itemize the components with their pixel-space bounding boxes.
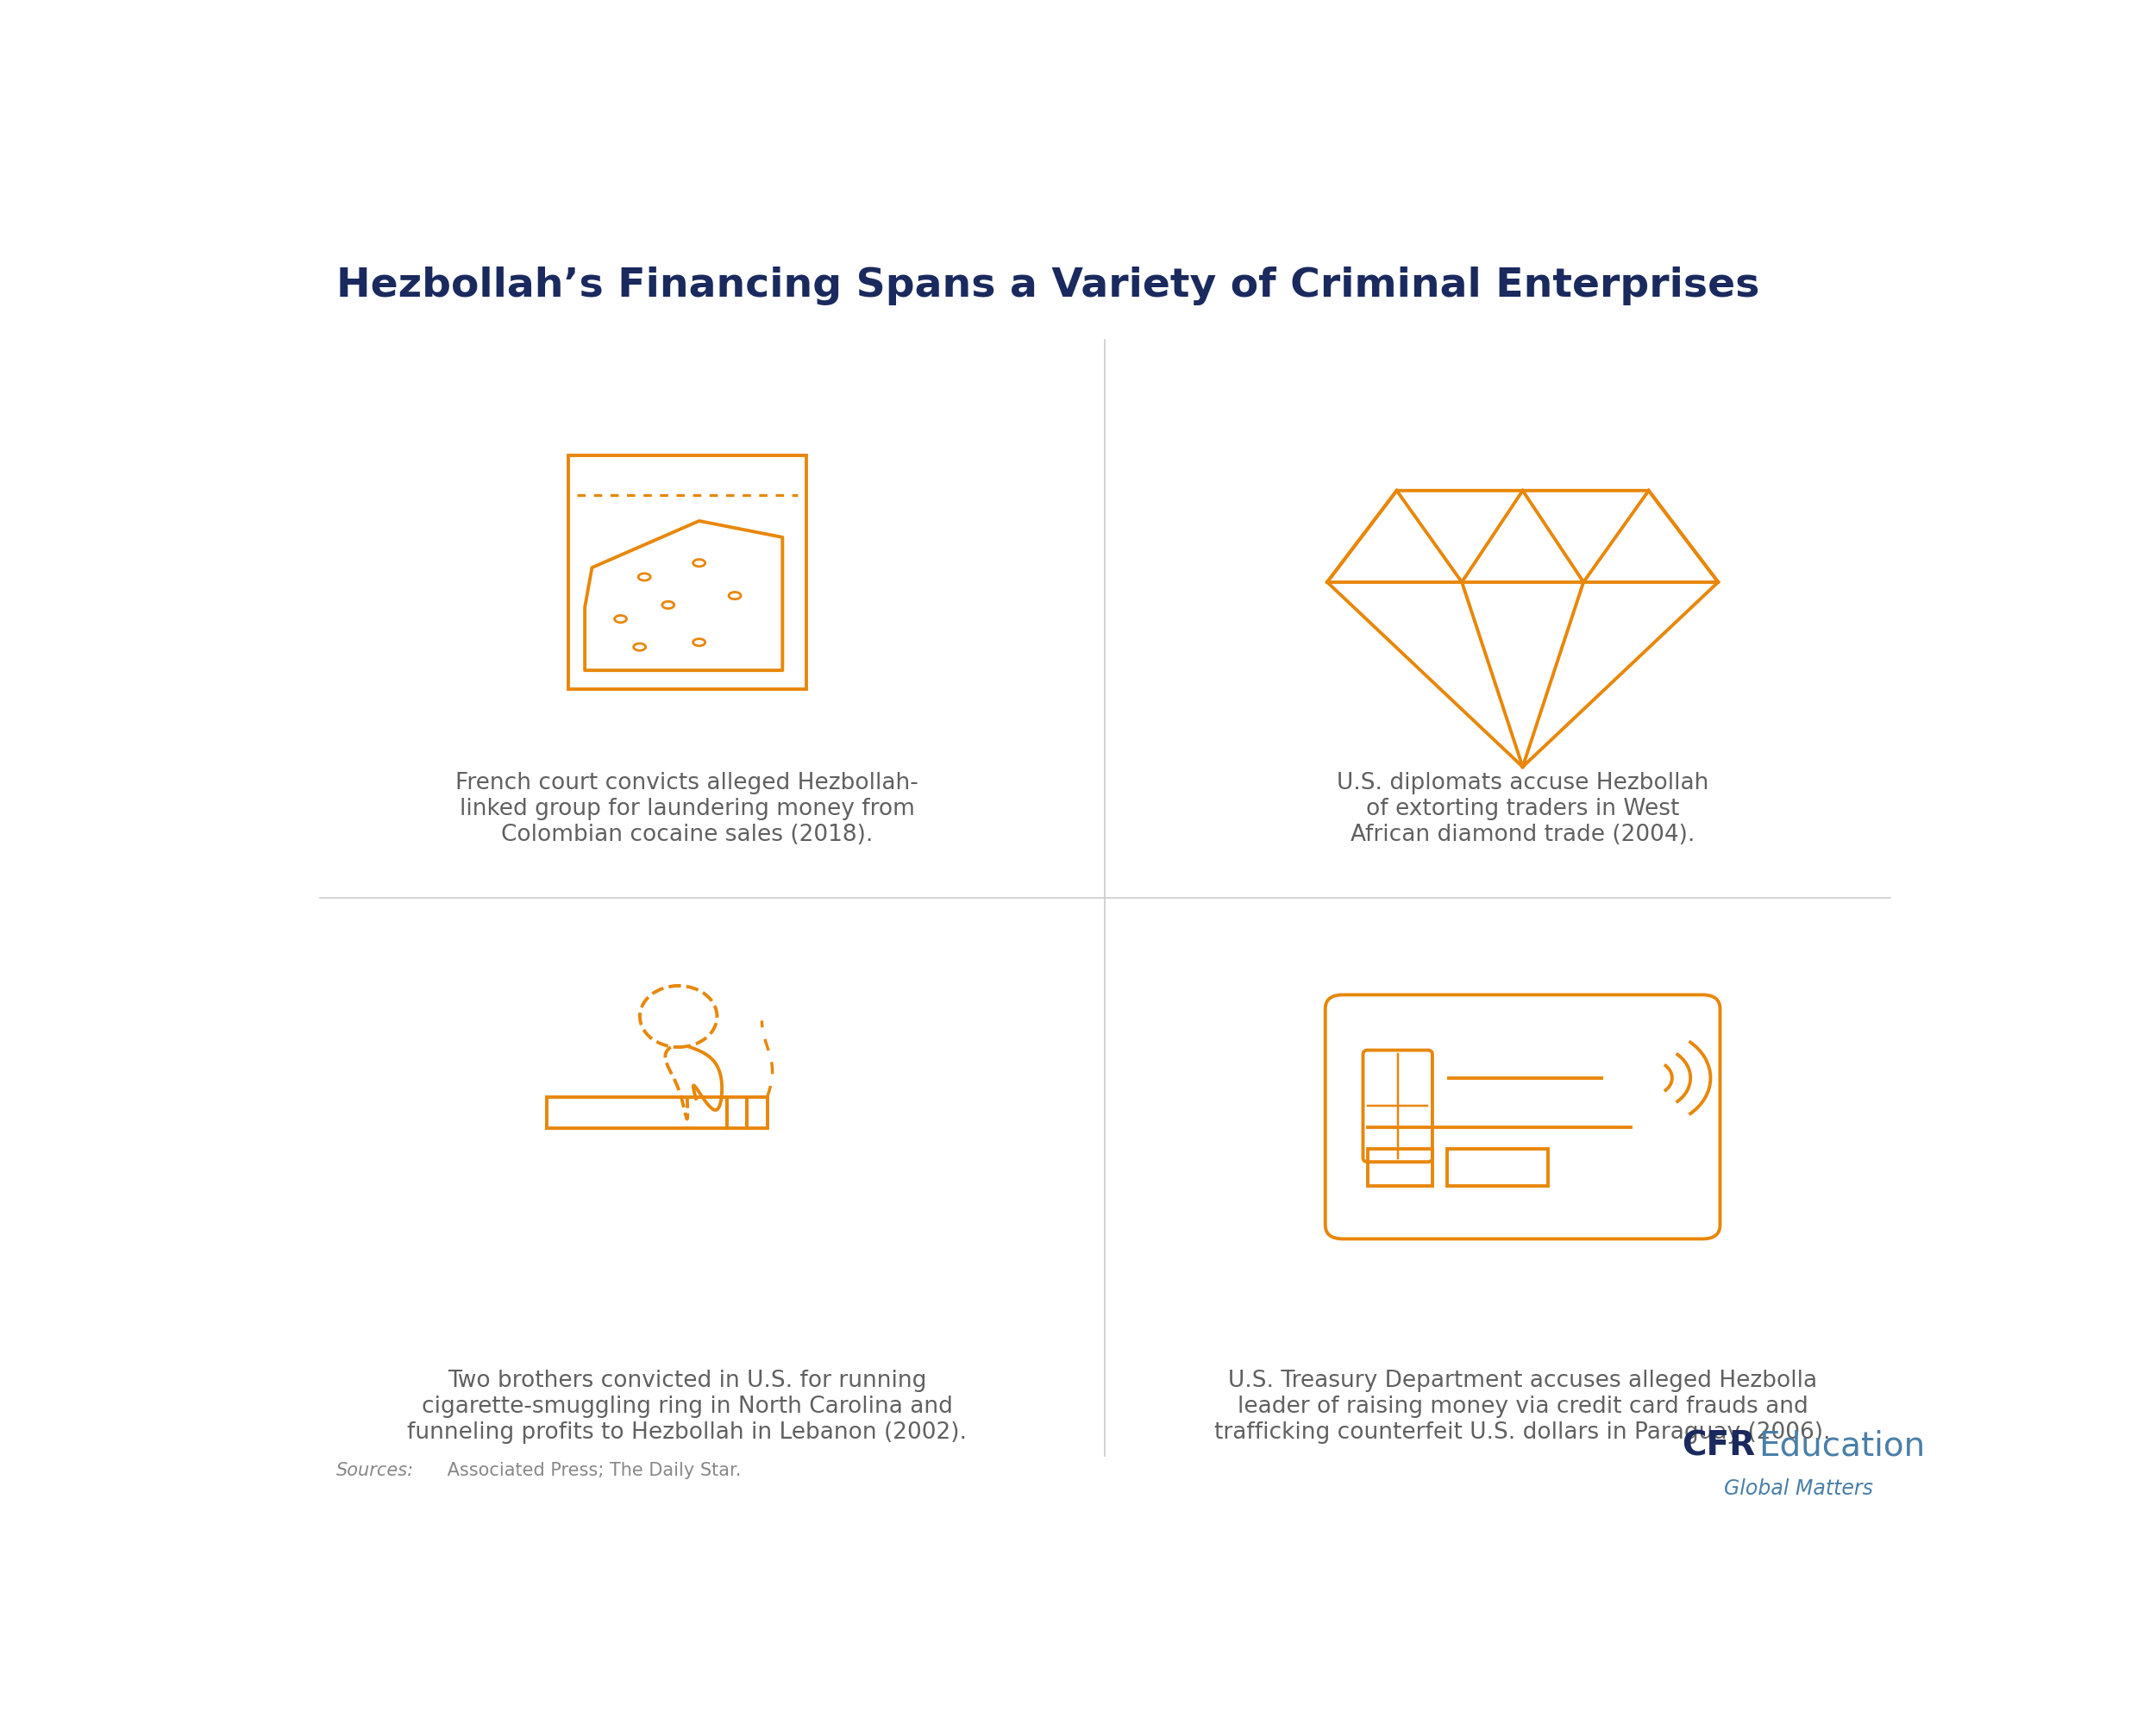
Text: U.S. diplomats accuse Hezbollah
of extorting traders in West
African diamond tra: U.S. diplomats accuse Hezbollah of extor… [1337,771,1710,845]
Bar [569,455,806,688]
Bar [746,1097,768,1128]
Text: Global Matters: Global Matters [1725,1478,1874,1499]
Text: CFR: CFR [1682,1430,1755,1463]
Text: Sources:: Sources: [336,1463,414,1480]
Bar [1369,1149,1434,1187]
Bar [548,1097,727,1128]
Text: Two brothers convicted in U.S. for running
cigarette-smuggling ring in North Car: Two brothers convicted in U.S. for runni… [407,1370,968,1444]
Bar [1447,1149,1548,1187]
Text: U.S. Treasury Department accuses alleged Hezbolla
leader of raising money via cr: U.S. Treasury Department accuses alleged… [1214,1370,1830,1444]
Text: Education: Education [1759,1430,1925,1463]
Bar [727,1097,746,1128]
Text: Hezbollah’s Financing Spans a Variety of Criminal Enterprises: Hezbollah’s Financing Spans a Variety of… [336,267,1759,305]
Text: Associated Press; The Daily Star.: Associated Press; The Daily Star. [442,1463,742,1480]
Text: French court convicts alleged Hezbollah-
linked group for laundering money from
: French court convicts alleged Hezbollah-… [455,771,918,845]
